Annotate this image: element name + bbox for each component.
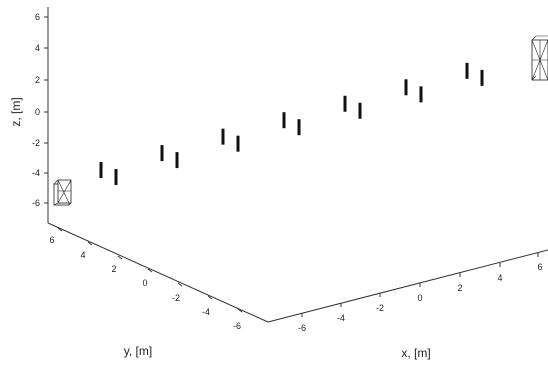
y-tick-label: -2	[172, 293, 180, 303]
z-ticks: 6 4 2 0 -2 -4 -6	[32, 12, 48, 208]
left-end-box	[53, 179, 72, 206]
y-tick-mark	[87, 241, 93, 246]
x-axis-title: x, [m]	[401, 346, 430, 360]
z-tick-label: -4	[32, 168, 40, 178]
y-tick-mark	[207, 295, 213, 300]
x-tick-label: 6	[537, 262, 542, 272]
y-tick-label: 2	[111, 264, 116, 274]
z-tick-label: -6	[32, 198, 40, 208]
x-tick-label: -2	[376, 303, 384, 313]
y-tick-label: -6	[233, 321, 241, 331]
y-tick-label: 4	[80, 250, 85, 260]
z-tick-label: -2	[32, 138, 40, 148]
y-tick-mark	[147, 268, 153, 273]
x-tick-label: 2	[457, 283, 462, 293]
z-axis-title: z, [m]	[9, 97, 23, 126]
x-tick-label: -4	[337, 313, 345, 323]
x-ticks: -6 -4 -2 0 2 4 6	[298, 253, 543, 333]
z-tick-label: 4	[35, 43, 40, 53]
y-tick-mark	[177, 282, 183, 287]
y-tick-mark	[117, 255, 123, 260]
box-wireframe	[531, 35, 548, 81]
box-wireframe	[53, 179, 72, 206]
x-tick-label: -6	[298, 323, 306, 333]
z-tick-label: 2	[35, 75, 40, 85]
y-tick-mark	[237, 308, 243, 313]
y-axis-line	[47, 222, 269, 323]
marker-pairs	[99, 62, 484, 185]
y-tick-label: 6	[49, 235, 54, 245]
y-ticks: 6 4 2 0 -2 -4 -6	[49, 227, 243, 331]
right-end-box	[531, 35, 548, 81]
y-tick-label: 0	[142, 278, 147, 288]
x-tick-label: 4	[497, 273, 502, 283]
z-tick-label: 0	[35, 107, 40, 117]
y-axis-title: y, [m]	[124, 344, 152, 358]
x-tick-label: 0	[417, 293, 422, 303]
y-tick-label: -4	[202, 307, 210, 317]
y-tick-mark	[57, 227, 63, 232]
x-axis-line	[267, 249, 548, 323]
z-tick-label: 6	[35, 12, 40, 22]
